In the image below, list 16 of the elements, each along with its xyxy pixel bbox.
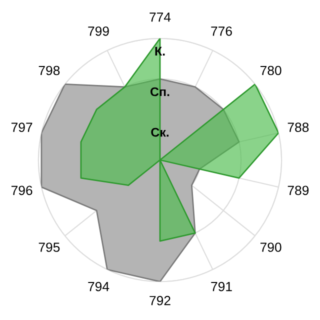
spoke-label: 774	[150, 12, 171, 22]
y-tick-label: Сп.	[150, 87, 170, 96]
spoke-label: 789	[288, 186, 309, 196]
spoke-label: 798	[38, 66, 60, 76]
spoke-label: 795	[38, 242, 60, 252]
spoke-label: 788	[288, 122, 309, 132]
spoke-label: 796	[11, 186, 32, 196]
spoke-label: 780	[260, 66, 282, 76]
spoke-label: 794	[88, 282, 110, 292]
spoke-label: 791	[211, 282, 232, 292]
spoke-label: 797	[11, 122, 32, 132]
spoke-label: 790	[260, 242, 282, 252]
spoke-label: 792	[150, 296, 170, 306]
y-tick-label: Ск.	[151, 128, 169, 137]
spoke-label: 776	[211, 26, 232, 36]
spoke-label: 799	[88, 26, 109, 36]
